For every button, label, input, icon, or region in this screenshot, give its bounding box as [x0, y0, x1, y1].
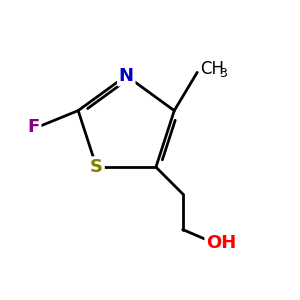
- Text: F: F: [28, 118, 40, 136]
- Text: 3: 3: [219, 68, 226, 80]
- Text: N: N: [119, 67, 134, 85]
- Text: S: S: [90, 158, 103, 176]
- Text: CH: CH: [200, 60, 224, 78]
- Text: OH: OH: [206, 234, 236, 252]
